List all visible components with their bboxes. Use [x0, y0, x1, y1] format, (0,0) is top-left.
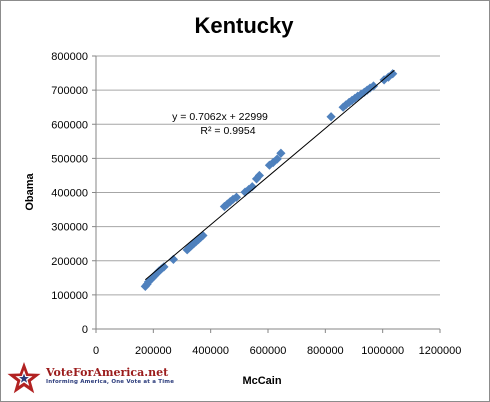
data-point [276, 148, 286, 158]
y-tick-label: 800000 [51, 51, 88, 63]
y-tick-label: 0 [82, 324, 88, 336]
trendline [144, 69, 395, 281]
data-point [159, 262, 169, 272]
y-tick-label: 600000 [51, 119, 88, 131]
data-point [254, 170, 264, 181]
x-tick-labels: 0 200000 400000 600000 800000 1000000 1200000 [93, 345, 461, 357]
chart-title: Kentucky [194, 13, 294, 38]
x-tick-label: 800000 [307, 345, 344, 357]
site-logo: VoteForAmerica.net Informing America, On… [6, 358, 206, 398]
data-point [272, 154, 282, 164]
data-point [379, 75, 389, 85]
y-tick-label: 100000 [51, 290, 88, 302]
axes [95, 56, 440, 330]
trendline-r-squared: R² = 0.9954 [200, 125, 255, 137]
data-points [140, 69, 398, 291]
x-tick-label: 400000 [192, 345, 229, 357]
data-point [353, 91, 363, 101]
y-tick-label: 200000 [51, 256, 88, 268]
y-tick-label: 500000 [51, 153, 88, 165]
data-point [383, 72, 393, 82]
y-tick-labels: 0 100000 200000 300000 400000 500000 600000 700… [51, 51, 88, 336]
logo-name: VoteForAmerica.net [46, 366, 169, 379]
x-axis-title: McCain [242, 375, 281, 387]
data-point [168, 254, 178, 264]
star-icon [7, 362, 41, 394]
data-point [326, 112, 336, 122]
gridlines [92, 55, 441, 333]
data-point [247, 182, 257, 192]
data-point [362, 85, 372, 95]
y-axis-title: Obama [24, 172, 36, 210]
x-tick-label: 0 [93, 345, 99, 357]
trendline-group [144, 69, 395, 281]
data-point [388, 69, 398, 79]
data-point [231, 192, 242, 202]
x-tick-label: 1000000 [361, 345, 404, 357]
x-tick-label: 200000 [135, 345, 172, 357]
y-tick-label: 700000 [51, 85, 88, 97]
data-point [251, 174, 262, 184]
logo-tagline: Informing America, One Vote at a Time [46, 379, 175, 385]
data-point [350, 93, 360, 103]
data-point [264, 160, 275, 170]
data-point [152, 268, 162, 278]
y-tick-label: 400000 [51, 188, 88, 200]
x-tick-label: 1200000 [419, 345, 462, 357]
data-point [356, 89, 366, 99]
y-tick-label: 300000 [51, 222, 88, 234]
data-point [365, 83, 375, 93]
data-point [368, 81, 379, 91]
data-point [149, 271, 160, 281]
data-point [338, 102, 348, 112]
x-tick-label: 600000 [250, 345, 287, 357]
data-point [268, 157, 278, 168]
trendline-equation: y = 0.7062x + 22999 [172, 111, 268, 123]
